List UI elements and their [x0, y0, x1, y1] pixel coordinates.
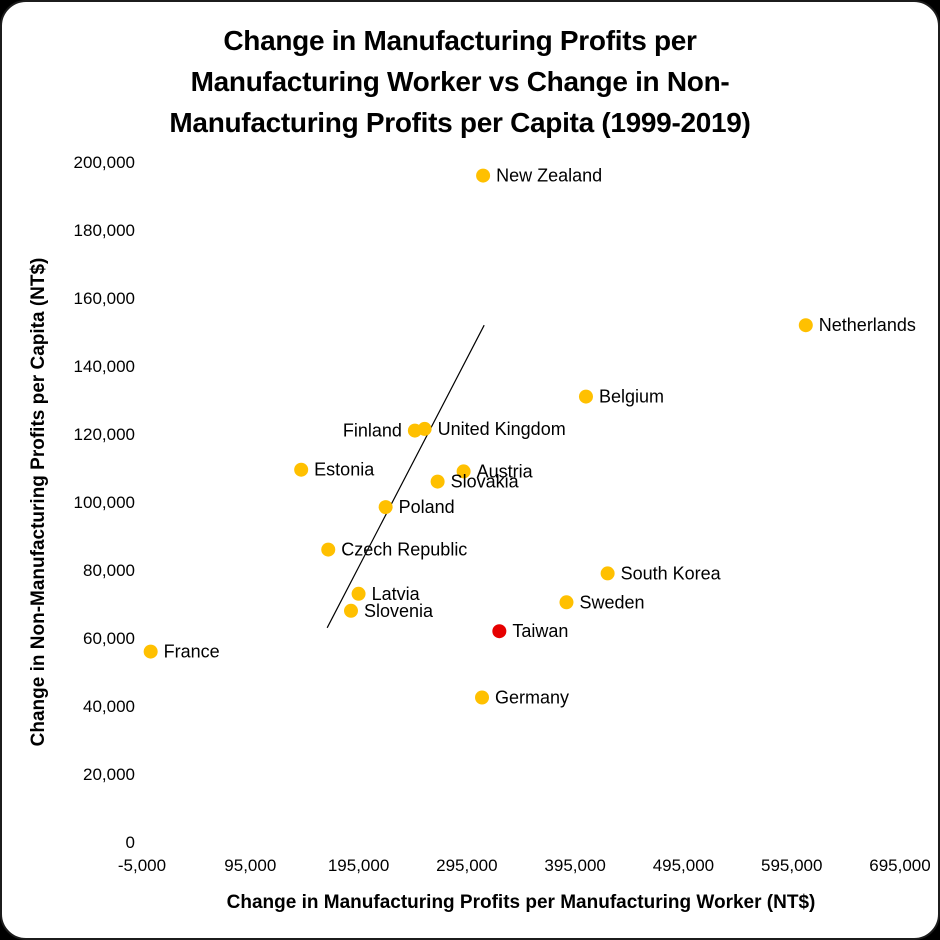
- y-tick-label: 200,000: [74, 153, 135, 172]
- y-tick-label: 140,000: [74, 357, 135, 376]
- point-label-latvia: Latvia: [372, 584, 421, 604]
- chart-title-line-2: Manufacturing Worker vs Change in Non-: [191, 66, 730, 97]
- x-tick-label: 695,000: [869, 856, 930, 875]
- y-tick-label: 20,000: [83, 765, 135, 784]
- point-united-kingdom: [417, 421, 432, 436]
- point-taiwan: [492, 624, 507, 639]
- point-label-south-korea: South Korea: [621, 563, 722, 583]
- y-tick-label: 160,000: [74, 289, 135, 308]
- point-france: [143, 644, 158, 659]
- x-tick-label: 195,000: [328, 856, 389, 875]
- point-belgium: [578, 389, 593, 404]
- chart-title-line-3: Manufacturing Profits per Capita (1999-2…: [169, 107, 750, 138]
- point-label-new-zealand: New Zealand: [496, 166, 602, 186]
- point-label-austria: Austria: [477, 461, 534, 481]
- point-label-belgium: Belgium: [599, 387, 664, 407]
- point-label-united-kingdom: United Kingdom: [438, 419, 566, 439]
- chart-title-line-1: Change in Manufacturing Profits per: [223, 25, 697, 56]
- x-tick-label: 95,000: [224, 856, 276, 875]
- point-estonia: [294, 462, 309, 477]
- y-tick-label: 80,000: [83, 561, 135, 580]
- y-tick-label: 40,000: [83, 697, 135, 716]
- point-label-czech-republic: Czech Republic: [341, 540, 467, 560]
- point-austria: [456, 464, 471, 479]
- point-new-zealand: [476, 168, 491, 183]
- point-sweden: [559, 595, 574, 610]
- x-tick-label: 495,000: [653, 856, 714, 875]
- point-label-finland: Finland: [343, 421, 402, 441]
- x-tick-label: 595,000: [761, 856, 822, 875]
- point-label-germany: Germany: [495, 688, 569, 708]
- y-tick-label: 180,000: [74, 221, 135, 240]
- point-label-slovakia: Slovakia: [451, 472, 520, 492]
- point-label-netherlands: Netherlands: [819, 315, 916, 335]
- point-netherlands: [798, 318, 813, 333]
- y-tick-label: 100,000: [74, 493, 135, 512]
- trendline: [326, 324, 485, 629]
- point-south-korea: [600, 566, 615, 581]
- y-tick-label: 60,000: [83, 629, 135, 648]
- x-axis-title: Change in Manufacturing Profits per Manu…: [227, 892, 816, 913]
- point-label-estonia: Estonia: [314, 460, 375, 480]
- point-germany: [475, 690, 490, 705]
- point-label-poland: Poland: [399, 497, 455, 517]
- point-label-france: France: [164, 642, 220, 662]
- x-tick-label: 395,000: [544, 856, 605, 875]
- y-axis-title: Change in Non-Manufacturing Profits per …: [28, 258, 49, 747]
- point-poland: [378, 500, 393, 515]
- x-tick-label: 295,000: [436, 856, 497, 875]
- point-label-taiwan: Taiwan: [512, 621, 568, 641]
- point-slovenia: [343, 603, 358, 618]
- point-latvia: [351, 586, 366, 601]
- point-slovakia: [430, 474, 445, 489]
- x-tick-label: -5,000: [118, 856, 166, 875]
- point-label-sweden: Sweden: [579, 592, 644, 612]
- point-czech-republic: [321, 542, 336, 557]
- y-tick-label: 0: [126, 833, 135, 852]
- y-tick-label: 120,000: [74, 425, 135, 444]
- point-label-slovenia: Slovenia: [364, 601, 434, 621]
